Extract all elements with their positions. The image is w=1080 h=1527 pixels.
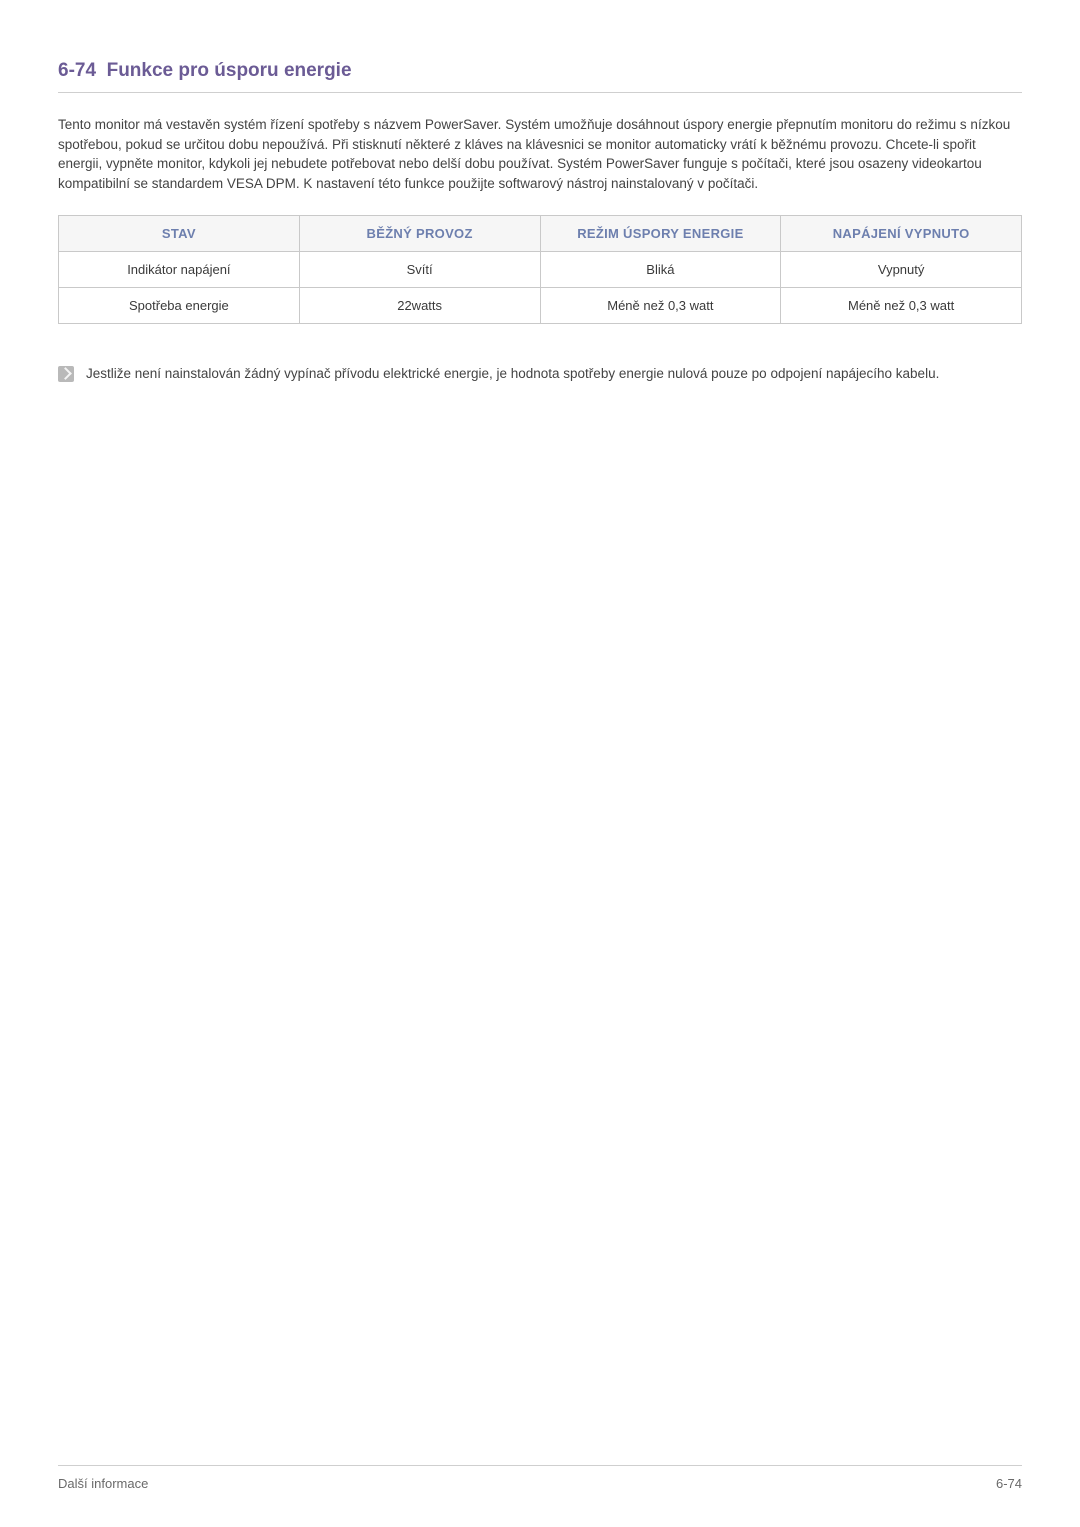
- page-footer: Další informace 6-74: [58, 1465, 1022, 1491]
- footer-left: Další informace: [58, 1476, 148, 1491]
- cell-consumption-off: Méně než 0,3 watt: [781, 288, 1022, 324]
- cell-consumption-label: Spotřeba energie: [59, 288, 300, 324]
- heading-number: 6-74: [58, 60, 96, 81]
- note-block: Jestliže není nainstalován žádný vypínač…: [58, 364, 1022, 384]
- footer-right: 6-74: [996, 1476, 1022, 1491]
- col-header-bezny: BĚŽNÝ PROVOZ: [299, 216, 540, 252]
- col-header-stav: STAV: [59, 216, 300, 252]
- table-row: Spotřeba energie 22watts Méně než 0,3 wa…: [59, 288, 1022, 324]
- cell-indicator-saving: Bliká: [540, 252, 781, 288]
- col-header-napajeni: NAPÁJENÍ VYPNUTO: [781, 216, 1022, 252]
- note-icon: [58, 366, 74, 382]
- intro-paragraph: Tento monitor má vestavěn systém řízení …: [58, 115, 1022, 193]
- section-heading: 6-74 Funkce pro úsporu energie: [58, 60, 1022, 93]
- note-text: Jestliže není nainstalován žádný vypínač…: [86, 364, 939, 384]
- cell-indicator-normal: Svítí: [299, 252, 540, 288]
- table-header-row: STAV BĚŽNÝ PROVOZ REŽIM ÚSPORY ENERGIE N…: [59, 216, 1022, 252]
- cell-indicator-off: Vypnutý: [781, 252, 1022, 288]
- heading-title: Funkce pro úsporu energie: [107, 60, 352, 81]
- cell-consumption-normal: 22watts: [299, 288, 540, 324]
- table-row: Indikátor napájení Svítí Bliká Vypnutý: [59, 252, 1022, 288]
- cell-consumption-saving: Méně než 0,3 watt: [540, 288, 781, 324]
- power-states-table: STAV BĚŽNÝ PROVOZ REŽIM ÚSPORY ENERGIE N…: [58, 215, 1022, 324]
- cell-indicator-label: Indikátor napájení: [59, 252, 300, 288]
- col-header-rezim: REŽIM ÚSPORY ENERGIE: [540, 216, 781, 252]
